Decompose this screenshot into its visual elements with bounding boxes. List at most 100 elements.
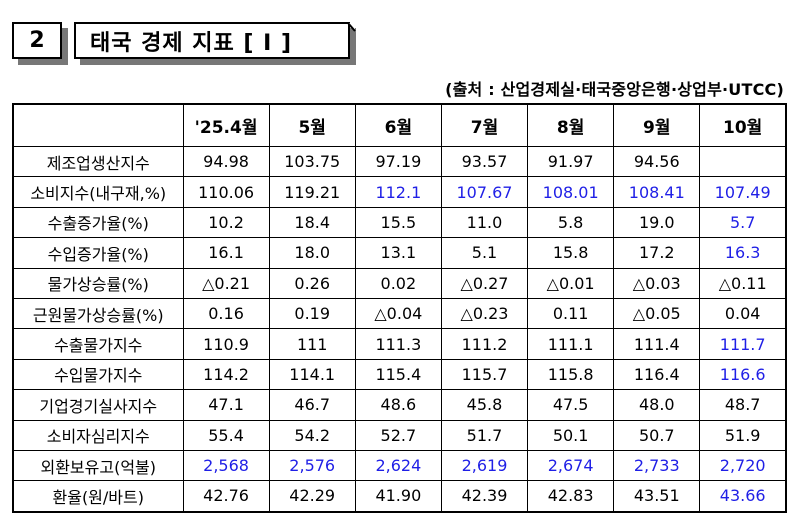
table-cell: 18.4 <box>268 206 356 239</box>
table-cell: 16.1 <box>182 237 270 269</box>
table-row: 소비자심리지수 55.4 54.2 52.7 51.7 50.1 50.7 51.9 <box>12 419 787 451</box>
row-label: 수입증가율(%) <box>12 237 184 269</box>
table-row: 수입물가지수 114.2 114.1 115.4 115.7 115.8 116.4 116.… <box>12 358 787 391</box>
table-cell: 93.57 <box>440 145 529 178</box>
row-label: 물가상승률(%) <box>12 267 184 299</box>
table-cell: 91.97 <box>527 145 615 178</box>
table-row: 수출증가율(%) 10.2 18.4 15.5 11.0 5.8 19.0 5.7 <box>12 206 787 239</box>
table-cell: 2,674 <box>527 449 615 482</box>
table-cell: △0.11 <box>699 267 787 299</box>
header-cell-month: 7월 <box>440 103 529 147</box>
table-cell: 11.0 <box>440 206 529 239</box>
table-cell: 2,576 <box>268 449 356 482</box>
table-cell: 5.8 <box>527 206 615 239</box>
table-cell: 108.41 <box>613 176 701 208</box>
header-row: '25.4월 5월 6월 7월 8월 9월 10월 <box>12 103 787 147</box>
table-cell: 0.04 <box>699 297 787 330</box>
row-label: 제조업생산지수 <box>12 145 184 178</box>
table-cell: 16.3 <box>699 237 787 269</box>
table-cell: 51.7 <box>440 419 529 451</box>
table-cell: 42.39 <box>440 480 529 513</box>
table-cell: 108.01 <box>527 176 615 208</box>
table-cell: △0.01 <box>527 267 615 299</box>
table-cell: 97.19 <box>354 145 442 178</box>
table-row: 수출물가지수 110.9 111 111.3 111.2 111.1 111.4 111.7 <box>12 328 787 360</box>
section-title: 태국 경제 지표 [ I ] <box>74 22 350 59</box>
row-label: 근원물가상승률(%) <box>12 297 184 330</box>
row-label: 수출물가지수 <box>12 328 184 360</box>
table-cell: 48.0 <box>613 389 701 421</box>
table-cell: △0.05 <box>613 297 701 330</box>
table-cell: 2,720 <box>699 449 787 482</box>
table-cell: 112.1 <box>354 176 442 208</box>
table-row: 기업경기실사지수 47.1 46.7 48.6 45.8 47.5 48.0 48.7 <box>12 389 787 421</box>
table-cell: 2,568 <box>182 449 270 482</box>
table-row: 제조업생산지수 94.98 103.75 97.19 93.57 91.97 94.56 <box>12 145 787 178</box>
table-cell: 18.0 <box>268 237 356 269</box>
table-row: 물가상승률(%) △0.21 0.26 0.02 △0.27 △0.01 △0.03 △0.1… <box>12 267 787 299</box>
table-cell: 110.9 <box>182 328 270 360</box>
row-label: 기업경기실사지수 <box>12 389 184 421</box>
table-row: 환율(원/바트) 42.76 42.29 41.90 42.39 42.83 43.51 43… <box>12 480 787 513</box>
table-cell: 5.1 <box>440 237 529 269</box>
table-cell: 10.2 <box>182 206 270 239</box>
table-cell: 115.7 <box>440 358 529 391</box>
table-cell: △0.03 <box>613 267 701 299</box>
header-cell-month: 8월 <box>527 103 615 147</box>
row-label: 환율(원/바트) <box>12 480 184 513</box>
table-cell: △0.23 <box>440 297 529 330</box>
economic-indicator-table: '25.4월 5월 6월 7월 8월 9월 10월 제조업생산지수 94.98 103.75 97… <box>12 103 787 513</box>
table-cell: 119.21 <box>268 176 356 208</box>
header-cell-month: 10월 <box>699 103 787 147</box>
table-cell: 107.67 <box>440 176 529 208</box>
header-cell-month: 6월 <box>354 103 442 147</box>
table-cell: 47.1 <box>182 389 270 421</box>
table-cell: 42.29 <box>268 480 356 513</box>
title-corner-notch <box>347 22 356 32</box>
row-label: 소비자심리지수 <box>12 419 184 451</box>
table-row: 소비지수(내구재,%) 110.06 119.21 112.1 107.67 108.01… <box>12 176 787 208</box>
table-cell: 54.2 <box>268 419 356 451</box>
table-cell: 94.98 <box>182 145 270 178</box>
table-cell: 55.4 <box>182 419 270 451</box>
table-cell: 50.1 <box>527 419 615 451</box>
table-cell: 42.76 <box>182 480 270 513</box>
table-cell: 116.6 <box>699 358 787 391</box>
row-label: 수출증가율(%) <box>12 206 184 239</box>
table-cell: 5.7 <box>699 206 787 239</box>
table-row: 수입증가율(%) 16.1 18.0 13.1 5.1 15.8 17.2 16.3 <box>12 237 787 269</box>
table-row: 외환보유고(억불) 2,568 2,576 2,624 2,619 2,674 2,733 2… <box>12 449 787 482</box>
table-cell: 114.2 <box>182 358 270 391</box>
table-cell: 111.7 <box>699 328 787 360</box>
table-cell: 45.8 <box>440 389 529 421</box>
table-cell: 43.66 <box>699 480 787 513</box>
table-cell: 48.6 <box>354 389 442 421</box>
table-cell: △0.04 <box>354 297 442 330</box>
table-cell: 0.26 <box>268 267 356 299</box>
section-header: 2 태국 경제 지표 [ I ] (출처 : 산업경제실·태국중앙은행·상업부·… <box>0 0 800 99</box>
table-cell: 51.9 <box>699 419 787 451</box>
header-cell-month: '25.4월 <box>182 103 270 147</box>
row-label: 외환보유고(억불) <box>12 449 184 482</box>
table-cell: 111.2 <box>440 328 529 360</box>
table-cell: 42.83 <box>527 480 615 513</box>
table-cell: 103.75 <box>268 145 356 178</box>
table-cell: 50.7 <box>613 419 701 451</box>
table-cell: 15.8 <box>527 237 615 269</box>
table-cell: 0.02 <box>354 267 442 299</box>
table-cell: 2,619 <box>440 449 529 482</box>
table-cell: 41.90 <box>354 480 442 513</box>
table-cell: △0.27 <box>440 267 529 299</box>
table-cell <box>699 145 787 178</box>
table-cell: 47.5 <box>527 389 615 421</box>
table-cell: 116.4 <box>613 358 701 391</box>
table-cell: 0.11 <box>527 297 615 330</box>
table-cell: 19.0 <box>613 206 701 239</box>
table-cell: △0.21 <box>182 267 270 299</box>
row-label: 소비지수(내구재,%) <box>12 176 184 208</box>
table-cell: 94.56 <box>613 145 701 178</box>
table-cell: 107.49 <box>699 176 787 208</box>
table-cell: 111.3 <box>354 328 442 360</box>
table-cell: 2,733 <box>613 449 701 482</box>
header-cell-month: 9월 <box>613 103 701 147</box>
